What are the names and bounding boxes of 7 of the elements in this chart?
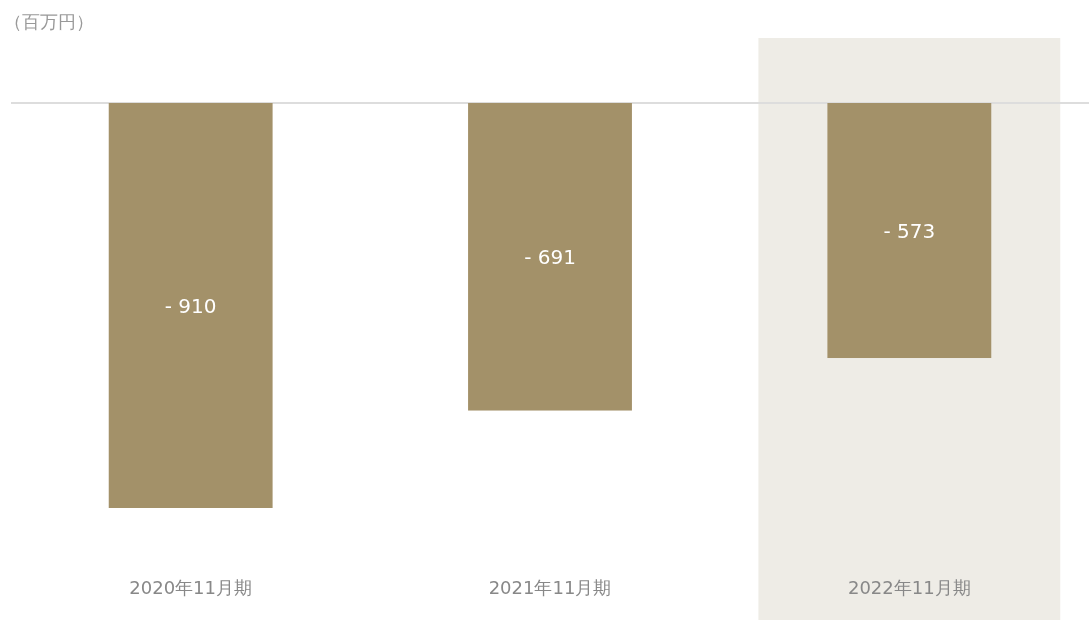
y-axis-title: （百万円）	[4, 11, 94, 32]
data-label: - 691	[524, 244, 576, 269]
x-tick-label: 2021年11月期	[488, 577, 612, 598]
x-tick-label: 2022年11月期	[847, 577, 971, 598]
data-label: - 573	[883, 218, 936, 243]
data-label: - 910	[164, 293, 217, 318]
x-tick-label: 2020年11月期	[129, 577, 253, 598]
